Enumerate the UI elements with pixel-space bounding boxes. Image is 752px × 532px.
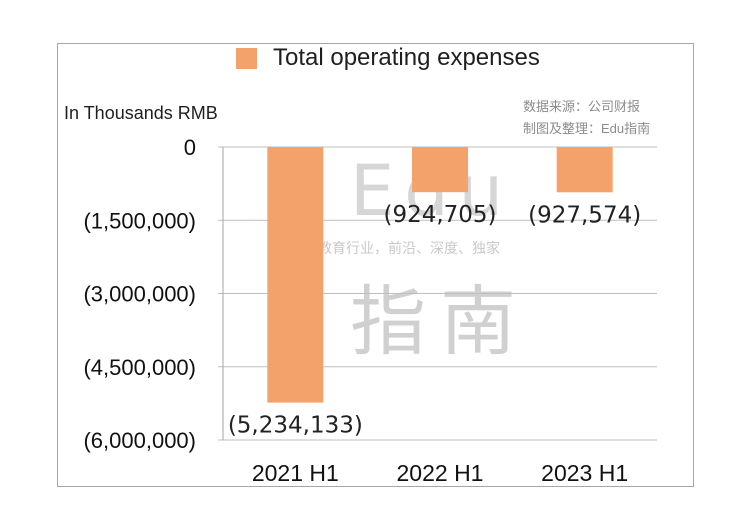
legend-swatch xyxy=(236,47,257,69)
chart-frame xyxy=(57,43,694,487)
bar xyxy=(412,147,468,193)
y-tick-label: (4,500,000) xyxy=(83,355,196,380)
y-tick-label: (1,500,000) xyxy=(83,208,196,233)
x-tick-label: 2021 H1 xyxy=(252,460,339,486)
y-tick-label: (6,000,000) xyxy=(83,428,196,453)
y-tick-label: 0 xyxy=(184,135,196,160)
y-tick-label: (3,000,000) xyxy=(83,282,196,307)
legend-label: Total operating expenses xyxy=(273,44,540,71)
legend: Total operating expenses xyxy=(236,44,540,72)
bar xyxy=(267,147,324,403)
data-label: (924,705) xyxy=(383,202,496,228)
credit-note: 制图及整理：Edu指南 xyxy=(523,121,651,136)
data-label: (5,234,133) xyxy=(228,413,363,439)
watermark-slogan: 教育行业，前沿、深度、独家 xyxy=(318,240,500,256)
y-axis-unit-label: In Thousands RMB xyxy=(64,103,218,123)
x-tick-label: 2023 H1 xyxy=(541,460,628,486)
bar xyxy=(556,147,613,193)
watermark-brand-cn: 指南 xyxy=(350,280,530,365)
source-note: 数据来源：公司财报 xyxy=(523,99,641,114)
data-label: (927,574) xyxy=(528,202,641,228)
x-tick-label: 2022 H1 xyxy=(397,460,484,486)
